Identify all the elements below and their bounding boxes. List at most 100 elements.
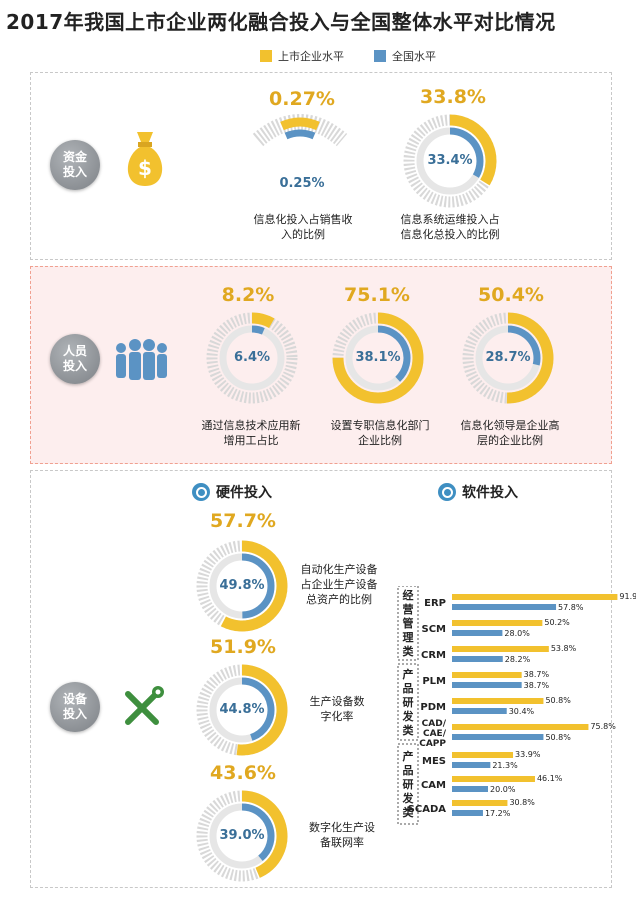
software-value-label-national: 57.8% [558, 603, 584, 612]
funds-2-ring-listed-arc [449, 114, 497, 186]
people-3-national-value: 28.7% [485, 350, 531, 365]
software-value-label-national: 28.2% [505, 655, 531, 664]
people-3-ring-listed-arc [506, 312, 554, 404]
software-category-label: CAD/ [422, 719, 447, 729]
software-value-label-listed: 75.8% [590, 722, 616, 731]
people-3-ring [462, 312, 554, 404]
hw-2-ring-listed-arc [236, 664, 288, 756]
hw-3-ring-national-arc [241, 803, 275, 862]
software-value-label-national: 50.8% [545, 733, 571, 742]
people-2-ring [332, 312, 424, 404]
hardware-heading: 硬件投入 [192, 482, 272, 502]
software-category-label: SCM [422, 624, 447, 635]
software-bar-listed [452, 698, 544, 704]
software-value-label-listed: 50.2% [544, 618, 570, 627]
money-bag-icon: $ [127, 132, 163, 186]
software-search-icon [438, 483, 456, 501]
software-category-label: MES [422, 756, 446, 767]
software-bar-listed [452, 776, 535, 782]
funds-2-listed-value: 33.8% [420, 86, 486, 108]
hw-2-ring-national-arc [241, 677, 275, 741]
hardware-title: 硬件投入 [216, 485, 272, 501]
people-3-caption: 信息化领导是企业高 层的企业比例 [460, 419, 560, 447]
funds-panel [30, 72, 612, 260]
software-group-label-1: 研 [403, 696, 414, 709]
hw-2-caption: 生产设备数 字化率 [309, 695, 365, 723]
software-bar-listed [452, 752, 514, 758]
software-value-label-listed: 50.8% [545, 696, 571, 705]
software-group-label-0: 类 [403, 644, 415, 658]
software-group-label-0: 管 [403, 616, 414, 630]
software-category-label: SCADA [408, 804, 447, 815]
software-bar-national [452, 630, 503, 636]
software-value-label-national: 20.0% [490, 785, 516, 794]
software-bar-national [452, 604, 557, 610]
software-value-label-listed: 53.8% [551, 644, 577, 653]
software-group-label-1: 发 [402, 709, 415, 723]
funds-1-caption: 信息化投入占销售收 入的比例 [253, 213, 353, 241]
people-section-label: 人员 投入 [50, 334, 100, 384]
hw-3-caption: 数字化生产设 备联网率 [309, 821, 375, 849]
legend-item-national: 全国水平 [374, 48, 436, 64]
software-category-label: CAPP [419, 739, 446, 749]
software-value-label-listed: 46.1% [537, 774, 563, 783]
software-group-label-2: 发 [402, 791, 415, 805]
software-bar-listed [452, 620, 543, 626]
software-category-label: CAE/ [423, 729, 447, 739]
funds-2-ring [403, 114, 497, 208]
legend-swatch-listed [260, 50, 272, 62]
software-category-label: CRM [421, 650, 446, 661]
funds-2-caption: 信息系统运维投入占 信息化总投入的比例 [400, 213, 500, 241]
software-value-label-listed: 38.7% [524, 670, 550, 679]
software-group-label-1: 产 [403, 667, 414, 681]
software-group-label-2: 类 [403, 805, 415, 819]
people-2-national-value: 38.1% [355, 350, 401, 365]
people-1-ring-national-arc [251, 325, 265, 335]
hw-1-ring-listed-arc [220, 540, 288, 632]
software-group-box-1 [397, 663, 419, 741]
software-group-label-2: 品 [403, 764, 414, 777]
software-bar-national [452, 810, 483, 816]
hw-2-listed-value: 51.9% [210, 636, 276, 658]
software-group-label-0: 经 [403, 588, 414, 602]
software-value-label-national: 38.7% [524, 681, 550, 690]
legend-label-national: 全国水平 [392, 50, 436, 63]
software-bar-listed [452, 594, 618, 600]
software-category-label: PDM [420, 702, 446, 713]
hw-1-listed-value: 57.7% [210, 510, 276, 532]
software-group-label-0: 营 [403, 602, 414, 616]
hw-3-national-value: 39.0% [219, 828, 265, 843]
legend-item-listed: 上市企业水平 [260, 48, 344, 64]
software-value-label-listed: 33.9% [515, 750, 541, 759]
software-group-label-1: 类 [403, 723, 415, 737]
software-bar-listed [452, 724, 589, 730]
software-value-label-national: 17.2% [485, 809, 511, 818]
people-2-listed-value: 75.1% [344, 284, 410, 306]
people-1-national-value: 6.4% [233, 350, 271, 365]
people-3-ring-national-arc [507, 325, 541, 366]
software-bar-national [452, 786, 488, 792]
legend: 上市企业水平 全国水平 [260, 48, 436, 64]
hw-2-national-value: 44.8% [219, 702, 265, 717]
legend-swatch-national [374, 50, 386, 62]
hw-1-ring [196, 540, 288, 632]
hw-1-ring-national-arc [241, 553, 275, 619]
legend-label-listed: 上市企业水平 [278, 50, 344, 63]
hw-3-ring-listed-arc [241, 790, 288, 878]
software-group-label-2: 研 [403, 778, 414, 791]
funds-2-national-value: 33.4% [427, 153, 473, 168]
funds-arc-gauge [252, 114, 348, 147]
software-bar-national [452, 682, 522, 688]
people-panel [30, 266, 612, 464]
people-1-caption: 通过信息技术应用新 增用工占比 [201, 419, 301, 447]
software-heading: 软件投入 [438, 482, 518, 502]
page-title: 2017年我国上市企业两化融合投入与全国整体水平对比情况 [6, 10, 556, 34]
software-value-label-national: 30.4% [509, 707, 535, 716]
software-bar-national [452, 708, 507, 714]
people-group-icon [116, 339, 167, 380]
hw-2-ring [196, 664, 288, 756]
equipment-section-label: 设备 投入 [50, 682, 100, 732]
software-bar-listed [452, 800, 508, 806]
people-2-caption: 设置专职信息化部门 企业比例 [330, 419, 430, 447]
software-category-label: ERP [424, 598, 446, 609]
